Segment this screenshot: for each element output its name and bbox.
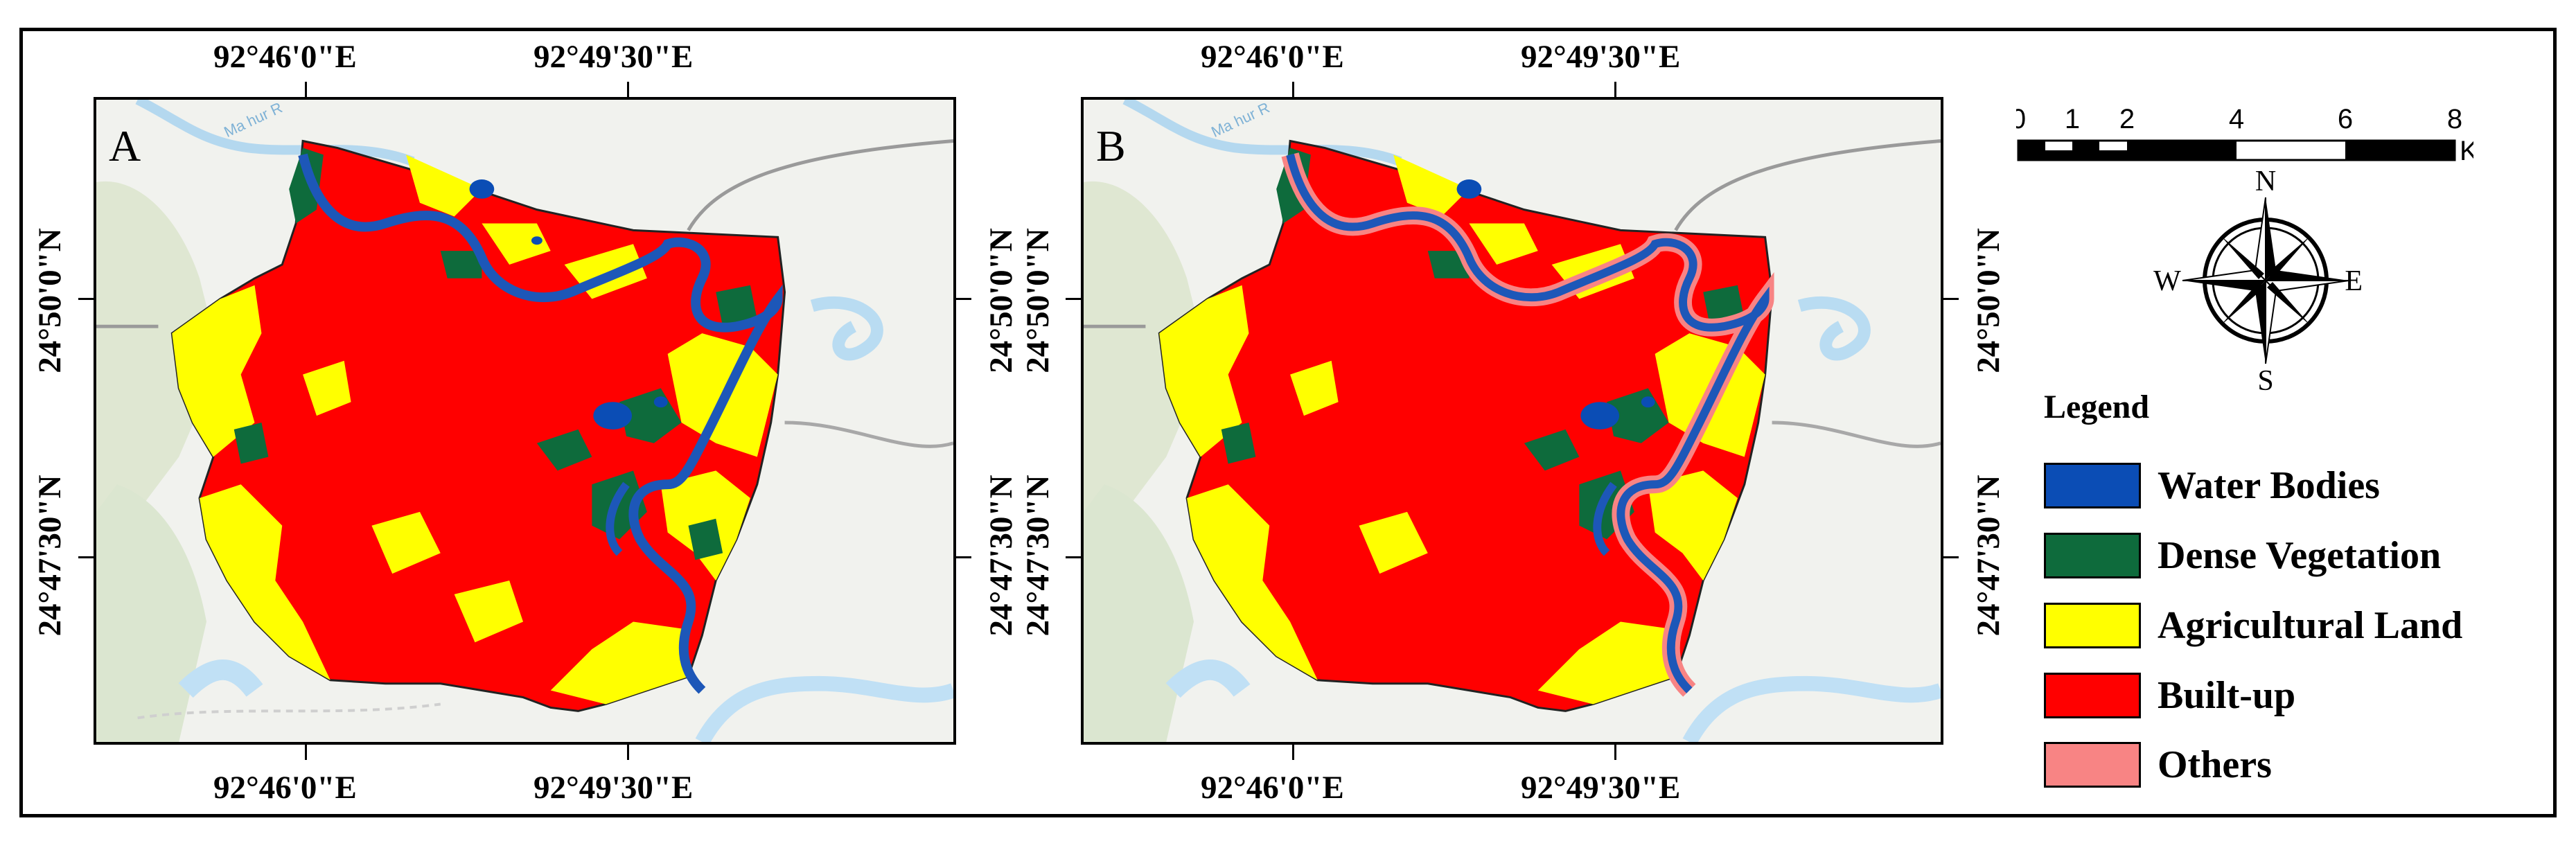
legend-label: Dense Vegetation	[2158, 534, 2442, 577]
river-channel	[1286, 153, 1770, 693]
basemap-lake	[178, 659, 263, 698]
scale-tick-label: 0	[2016, 104, 2026, 134]
scale-tick-label: 1	[2065, 104, 2080, 134]
left-latitude-label: 24°50'0"N	[32, 228, 68, 373]
legend-swatch	[2044, 603, 2141, 648]
bottom-longitude-label: 92°49'30"E	[533, 770, 694, 806]
map-b-canvas: Ma hur R	[1084, 100, 1941, 742]
right-latitude-label: 24°47'30"N	[1970, 475, 2006, 637]
basemap-river	[695, 675, 953, 742]
legend-label: Agricultural Land	[2158, 604, 2463, 647]
river-channel	[298, 153, 783, 694]
legend-label: Built-up	[2158, 674, 2296, 717]
basemap-river	[135, 100, 415, 166]
legend-item-agricultural-land: Agricultural Land	[2044, 601, 2462, 650]
map-panel-b: Ma hur R B	[1081, 97, 1943, 745]
legend-item-built-up: Built-up	[2044, 671, 2295, 720]
basemap-green-area	[96, 484, 206, 742]
east-label: E	[2345, 265, 2363, 297]
scale-tick-label: 8	[2447, 104, 2462, 134]
left-latitude-label: 24°47'30"N	[32, 475, 68, 637]
legend-swatch	[2044, 673, 2141, 718]
north-label: N	[2255, 166, 2276, 197]
legend-item-dense-vegetation: Dense Vegetation	[2044, 531, 2441, 581]
basemap-road	[784, 420, 953, 448]
right-latitude-label: 24°50'0"N	[1970, 228, 2006, 373]
legend-swatch	[2044, 742, 2141, 788]
map-panel-a: Ma hur R	[94, 97, 956, 745]
legend-label: Water Bodies	[2158, 464, 2380, 507]
legend-title: Legend	[2044, 389, 2150, 425]
legend-swatch	[2044, 463, 2141, 508]
map-a-canvas: Ma hur R	[96, 100, 953, 742]
right-latitude-label: 24°47'30"N	[983, 475, 1019, 637]
legend-swatch	[2044, 533, 2141, 578]
figure-frame	[19, 28, 2557, 817]
scale-tick-label: 6	[2338, 104, 2353, 134]
water-body	[593, 402, 633, 430]
legend-item-water-bodies: Water Bodies	[2044, 461, 2380, 511]
scale-tick-label: 2	[2119, 104, 2135, 134]
panel-letter-a: A	[109, 121, 141, 170]
basemap-green-area	[96, 181, 220, 540]
panel-letter-b: B	[1096, 121, 1126, 170]
top-longitude-label: 92°46'0"E	[213, 39, 357, 75]
west-label: W	[2153, 265, 2181, 297]
scale-unit: Km	[2460, 136, 2473, 166]
scale-tick-label: 4	[2229, 104, 2244, 134]
bottom-longitude-label: 92°46'0"E	[213, 770, 357, 806]
basemap-road	[96, 139, 953, 328]
legend-label: Others	[2158, 743, 2272, 786]
basemap-river	[810, 296, 883, 361]
left-latitude-label: 24°47'30"N	[1020, 475, 1056, 637]
south-label: S	[2257, 365, 2273, 391]
bottom-longitude-label: 92°49'30"E	[1521, 770, 1681, 806]
scale-bar: 0 1 2 4 6 8 Km	[2011, 94, 2501, 184]
north-arrow: N S W E	[2141, 156, 2363, 397]
right-latitude-label: 24°50'0"N	[983, 228, 1019, 373]
bottom-longitude-label: 92°46'0"E	[1201, 770, 1344, 806]
legend-item-others: Others	[2044, 740, 2272, 790]
left-latitude-label: 24°50'0"N	[1020, 228, 1056, 373]
top-longitude-label: 92°46'0"E	[1201, 39, 1344, 75]
top-longitude-label: 92°49'30"E	[533, 39, 694, 75]
water-body	[469, 179, 495, 199]
top-longitude-label: 92°49'30"E	[1521, 39, 1681, 75]
